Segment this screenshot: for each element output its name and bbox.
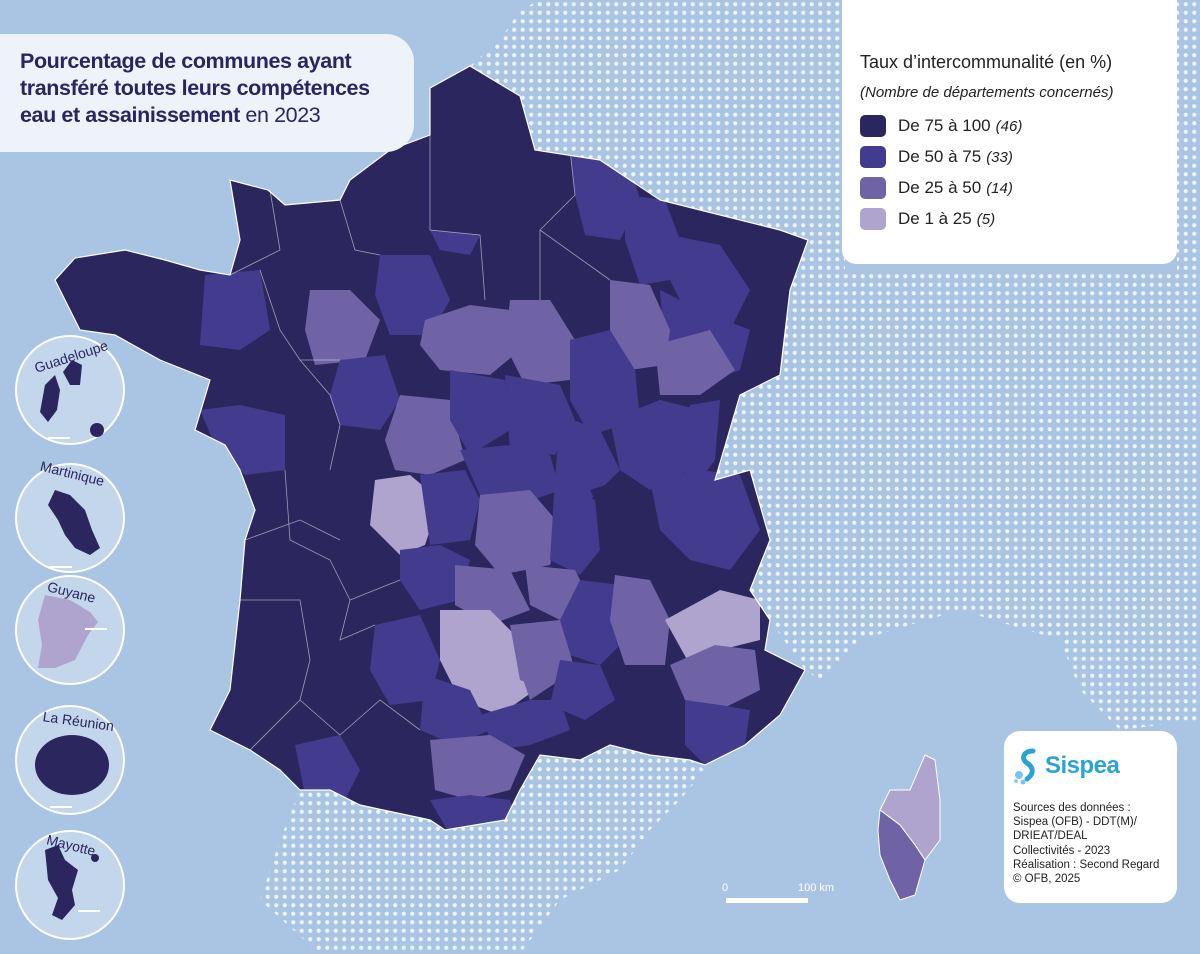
inset-mayotte: Mayotte	[15, 830, 125, 940]
france-outline	[54, 65, 809, 831]
sispea-logo-text: Sispea	[1045, 752, 1120, 779]
scale-bar: 0 100 km	[722, 882, 834, 903]
inset-guadeloupe: Guadeloupe	[15, 335, 125, 445]
legend-count: (33)	[986, 148, 1013, 166]
department	[375, 255, 450, 335]
department	[295, 735, 360, 800]
department	[570, 330, 640, 435]
legend-item: De 75 à 100 (46)	[860, 115, 1177, 137]
department	[665, 590, 760, 665]
legend-item: De 25 à 50 (14)	[860, 177, 1177, 199]
department	[685, 700, 750, 765]
department	[480, 700, 570, 750]
department	[650, 470, 760, 570]
inset-la-reunion: La Réunion	[15, 705, 125, 815]
department	[420, 305, 520, 375]
department	[200, 405, 285, 475]
department	[420, 675, 490, 745]
department	[505, 375, 575, 455]
department	[610, 400, 700, 490]
source-line: DRIEAT/DEAL	[1013, 830, 1088, 843]
source-line: © OFB, 2025	[1013, 873, 1081, 886]
department	[200, 270, 270, 350]
legend-label: De 1 à 25	[898, 209, 972, 228]
legend-item: De 50 à 75 (33)	[860, 146, 1177, 168]
legend: Taux d’intercommunalité (en %) (Nombre d…	[842, 0, 1177, 264]
map-title: Pourcentage de communes ayant transféré …	[20, 48, 398, 129]
department	[385, 395, 465, 475]
department	[590, 480, 640, 550]
legend-label: De 50 à 75	[898, 147, 982, 166]
legend-item: De 1 à 25 (5)	[860, 208, 1177, 230]
department	[430, 735, 525, 800]
department	[520, 670, 545, 700]
legend-subtitle: (Nombre de départements concernés)	[860, 84, 1114, 101]
map-title-rest: en 2023	[239, 103, 321, 127]
inset-guyane: Guyane	[15, 575, 125, 685]
sispea-logo-icon	[1014, 748, 1036, 785]
department	[400, 545, 470, 610]
department	[475, 490, 560, 575]
department	[550, 660, 615, 720]
inset-martinique: Martinique	[15, 458, 125, 573]
department	[625, 195, 680, 285]
legend-swatch	[860, 146, 886, 168]
source-line: Réalisation : Second Regard	[1013, 858, 1160, 871]
department	[370, 615, 440, 705]
department	[680, 400, 720, 480]
department	[555, 415, 620, 500]
department	[305, 290, 380, 365]
sispea-logo: Sispea	[1013, 745, 1177, 787]
legend-count: (5)	[976, 210, 996, 228]
legend-count: (14)	[986, 179, 1013, 197]
scale-start: 0	[722, 882, 728, 894]
department	[430, 230, 480, 255]
legend-label: De 25 à 50	[898, 178, 982, 197]
source-line: Sispea (OFB) - DDT(M)/	[1013, 816, 1137, 829]
department	[450, 370, 510, 455]
department	[460, 445, 560, 505]
department	[505, 300, 575, 385]
title-card: Pourcentage de communes ayant transféré …	[0, 34, 414, 152]
scale-end: 100 km	[798, 882, 834, 894]
corsica	[877, 754, 941, 901]
legend-swatch	[860, 115, 886, 137]
legend-count: (46)	[995, 117, 1023, 135]
department	[670, 645, 760, 710]
department	[370, 475, 440, 555]
department	[610, 280, 670, 370]
department	[550, 480, 600, 575]
map-title-bold: Pourcentage de communes ayant transféré …	[20, 49, 370, 127]
source-line: Sources des données :	[1013, 802, 1131, 814]
source-card: Sispea Sources des données : Sispea (OFB)…	[1004, 731, 1177, 903]
department	[560, 580, 625, 665]
department	[610, 575, 670, 665]
legend-swatch	[860, 208, 886, 230]
legend-label: De 75 à 100	[898, 116, 991, 135]
department	[655, 330, 735, 395]
department	[420, 470, 480, 545]
legend-title: Taux d’intercommunalité (en %)	[860, 52, 1113, 72]
neighbor-land	[260, 0, 1200, 954]
legend-swatch	[860, 177, 886, 199]
department	[330, 355, 400, 430]
source-line: Collectivités - 2023	[1013, 844, 1111, 857]
source-text: Sources des données : Sispea (OFB) - DDT(…	[1013, 801, 1177, 886]
